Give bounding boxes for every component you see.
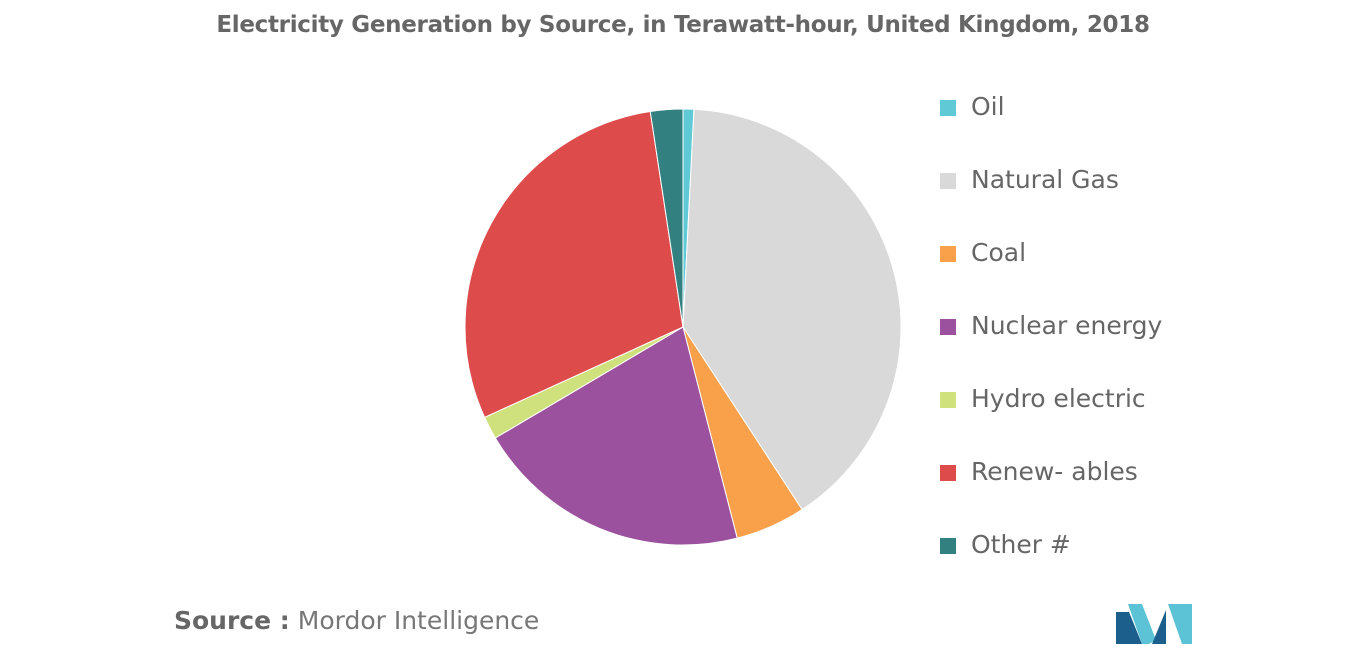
legend-label: Natural Gas [971,165,1119,194]
pie-slice-renew-ables [464,110,684,418]
source-text: Mordor Intelligence [297,606,540,635]
logo-shape-right-light [1168,604,1192,644]
legend-item-coal: Coal [940,234,1320,274]
legend-label: Renew- ables [971,457,1138,486]
legend-item-natural-gas: Natural Gas [940,161,1320,201]
pie-slices [464,108,902,546]
legend-swatch [940,465,956,481]
legend-item-oil: Oil [940,88,1320,128]
legend-label: Nuclear energy [971,311,1163,340]
logo-shape-left [1116,612,1142,644]
legend-item-hydro-electric: Hydro electric [940,380,1320,420]
logo-shape-right-dark [1152,610,1166,644]
legend-label: Hydro electric [971,384,1146,413]
legend-label: Coal [971,238,1027,267]
legend-swatch [940,538,956,554]
legend-swatch [940,392,956,408]
legend-item-other: Other # [940,526,1320,566]
legend-swatch [940,246,956,262]
legend-item-renew-ables: Renew- ables [940,453,1320,493]
mordor-intelligence-logo-icon [1116,604,1192,644]
logo-shape-middle [1128,604,1156,644]
pie-slice-other [649,108,684,328]
legend-label: Oil [971,92,1005,121]
source-note: Source : Mordor Intelligence [174,606,539,635]
chart-title: Electricity Generation by Source, in Ter… [216,12,1150,38]
legend-item-nuclear-energy: Nuclear energy [940,307,1320,347]
legend-swatch [940,173,956,189]
pie-slice-natural-gas [682,108,902,511]
legend-swatch [940,319,956,335]
pie-slice-nuclear-energy [494,326,738,546]
source-label: Source : [174,606,290,635]
legend-label: Other # [971,530,1071,559]
legend-swatch [940,100,956,116]
